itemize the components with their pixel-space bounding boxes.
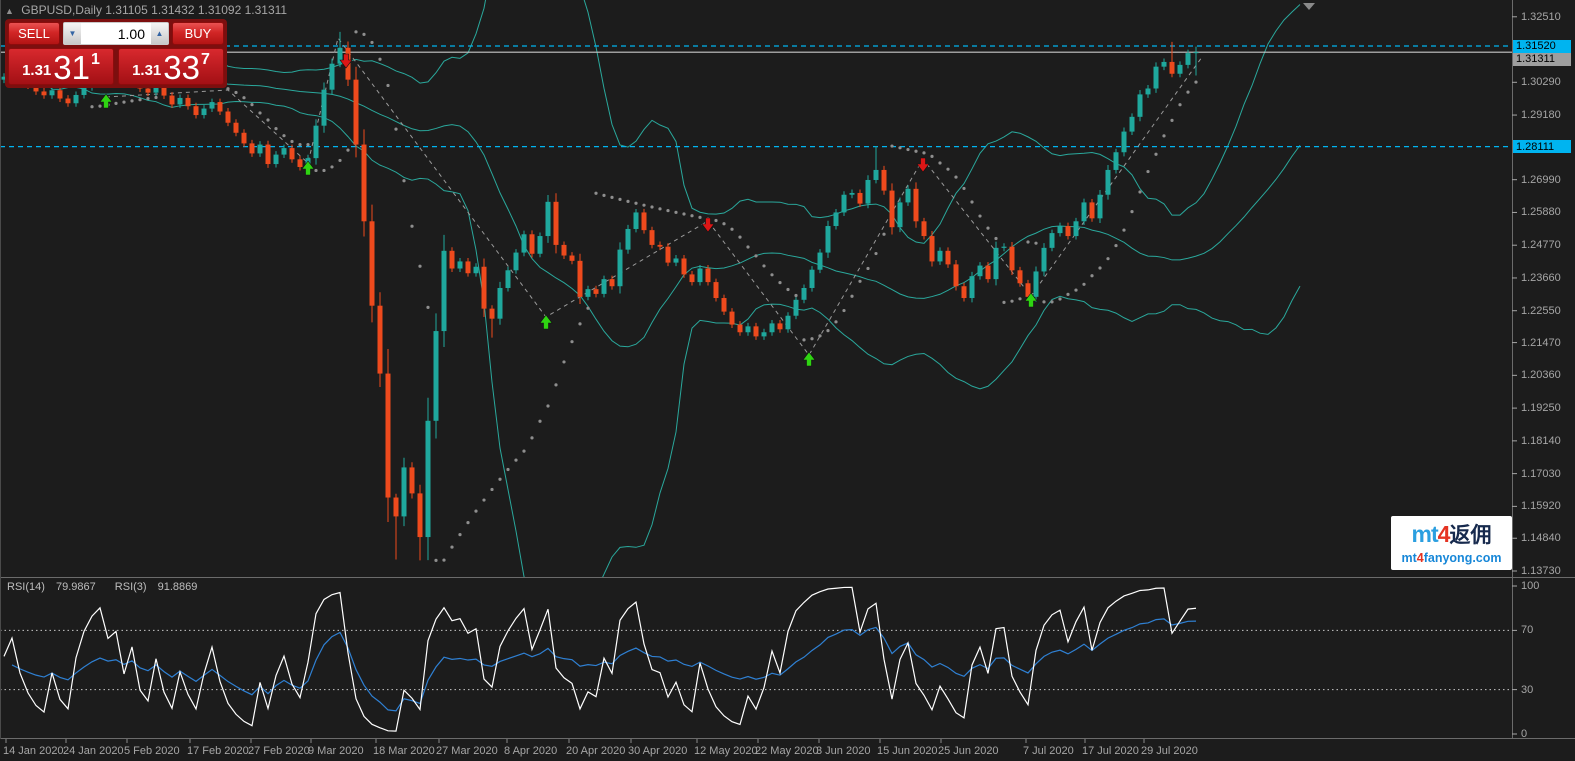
buy-price-prefix: 1.31 xyxy=(132,62,162,79)
date-tick-label: 5 Feb 2020 xyxy=(124,745,180,757)
buy-button[interactable]: BUY xyxy=(172,22,224,45)
date-tick-label: 25 Jun 2020 xyxy=(938,745,999,757)
date-tick-label: 17 Jul 2020 xyxy=(1082,745,1139,757)
date-tick-label: 14 Jan 2020 xyxy=(3,745,64,757)
date-tick-label: 17 Feb 2020 xyxy=(187,745,249,757)
price-line-tag: 1.31311 xyxy=(1513,52,1571,66)
price-tick-label: 1.32510 xyxy=(1521,10,1561,23)
watermark-url: mt4fanyong.com xyxy=(1401,551,1502,565)
price-tick-label: 1.25880 xyxy=(1521,206,1561,219)
volume-input[interactable]: 1.00 xyxy=(117,25,145,42)
price-tick-label: 1.14840 xyxy=(1521,532,1561,545)
price-tick-label: 1.29180 xyxy=(1521,109,1561,122)
ohlc-high: 1.31432 xyxy=(151,3,195,17)
price-tick-label: 1.23660 xyxy=(1521,271,1561,284)
price-tick-label: 1.18140 xyxy=(1521,434,1561,447)
date-tick-label: 24 Jan 2020 xyxy=(63,745,124,757)
date-tick-label: 12 May 2020 xyxy=(694,745,758,757)
price-tick-label: 1.30290 xyxy=(1521,76,1561,89)
rsi-scale-label: 70 xyxy=(1521,624,1534,637)
chart-symbol-period: GBPUSD,Daily xyxy=(21,3,102,17)
price-line-tag: 1.31520 xyxy=(1513,39,1571,53)
date-tick-label: 7 Jul 2020 xyxy=(1023,745,1074,757)
price-tick-label: 1.19250 xyxy=(1521,402,1561,415)
date-tick-label: 8 Apr 2020 xyxy=(504,745,558,757)
price-tick-label: 1.20360 xyxy=(1521,369,1561,382)
price-tick-label: 1.17030 xyxy=(1521,467,1561,480)
price-line-tag: 1.28111 xyxy=(1513,140,1571,154)
chart-title: ▲ GBPUSD,Daily 1.31105 1.31432 1.31092 1… xyxy=(5,3,287,17)
price-tick-label: 1.21470 xyxy=(1521,336,1561,349)
date-tick-label: 18 Mar 2020 xyxy=(373,745,435,757)
date-tick-label: 27 Feb 2020 xyxy=(248,745,310,757)
rsi-scale-label: 0 xyxy=(1521,728,1528,740)
volume-control: ▼ 1.00 ▲ xyxy=(63,22,169,45)
ohlc-close: 1.31311 xyxy=(244,3,288,17)
buy-price-big: 33 xyxy=(163,49,200,86)
price-tick-label: 1.26990 xyxy=(1521,173,1561,186)
price-tick-label: 1.13730 xyxy=(1521,565,1561,577)
volume-increase-button[interactable]: ▲ xyxy=(151,23,168,44)
volume-decrease-button[interactable]: ▼ xyxy=(64,23,81,44)
date-tick-label: 27 Mar 2020 xyxy=(436,745,498,757)
date-tick-label: 20 Apr 2020 xyxy=(566,745,626,757)
sell-price-display[interactable]: 1.31 31 1 xyxy=(8,48,114,85)
price-tick-label: 1.15920 xyxy=(1521,500,1561,513)
buy-price-sup: 7 xyxy=(201,51,210,68)
sell-price-big: 31 xyxy=(53,49,90,86)
sell-price-prefix: 1.31 xyxy=(22,62,52,79)
price-tick-label: 1.24770 xyxy=(1521,239,1561,252)
date-tick-label: 9 Mar 2020 xyxy=(308,745,364,757)
sell-price-sup: 1 xyxy=(91,51,100,68)
date-tick-label: 3 Jun 2020 xyxy=(816,745,871,757)
buy-price-display[interactable]: 1.31 33 7 xyxy=(118,48,224,85)
broker-watermark: mt4返佣 mt4fanyong.com xyxy=(1391,516,1512,570)
ohlc-open: 1.31105 xyxy=(105,3,148,17)
date-tick-label: 29 Jul 2020 xyxy=(1141,745,1198,757)
date-tick-label: 30 Apr 2020 xyxy=(628,745,688,757)
rsi-scale-label: 30 xyxy=(1521,683,1534,696)
collapse-triangle-icon[interactable]: ▲ xyxy=(5,6,14,16)
rsi-indicator-label: RSI(14) 79.9867 RSI(3) 91.8869 xyxy=(7,581,198,593)
price-tick-label: 1.22550 xyxy=(1521,304,1561,317)
watermark-logo: mt4返佣 xyxy=(1411,521,1492,547)
one-click-trading-panel: SELL ▼ 1.00 ▲ BUY 1.31 31 1 1.31 33 7 xyxy=(5,19,227,88)
rsi-scale-label: 100 xyxy=(1521,580,1540,592)
ohlc-low: 1.31092 xyxy=(197,3,242,17)
sell-button[interactable]: SELL xyxy=(8,22,60,45)
date-tick-label: 15 Jun 2020 xyxy=(877,745,938,757)
date-tick-label: 22 May 2020 xyxy=(755,745,819,757)
